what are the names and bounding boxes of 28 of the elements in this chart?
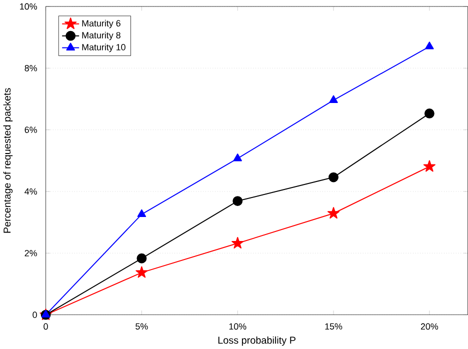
y-tick-label: 10% — [20, 3, 37, 10]
point — [232, 236, 244, 248]
point — [136, 266, 148, 278]
y-axis-title: Percentage of requested packets — [3, 88, 13, 233]
point — [136, 253, 147, 264]
legend-label: Maturity 6 — [82, 20, 120, 28]
y-tick-label: 4% — [24, 188, 37, 195]
y-tick-label: 6% — [24, 126, 37, 133]
x-tick-label: 0 — [44, 323, 48, 330]
x-axis-title: Loss probability P — [218, 336, 296, 346]
point — [329, 95, 338, 103]
x-tick-label: 20% — [420, 323, 438, 330]
x-tick-label: 15% — [325, 323, 342, 330]
point — [328, 172, 338, 182]
point — [232, 196, 243, 206]
point — [327, 207, 340, 219]
y-tick-label: 0 — [32, 312, 37, 318]
legend-label: Maturity 8 — [82, 32, 120, 40]
legend-label: Maturity 10 — [82, 44, 126, 52]
x-tick-label: 5% — [136, 323, 148, 330]
point — [423, 160, 436, 172]
point — [137, 209, 146, 218]
point — [424, 108, 434, 118]
point — [425, 42, 434, 50]
y-tick-label: 2% — [24, 250, 37, 256]
x-tick-label: 10% — [229, 323, 246, 330]
point — [233, 154, 242, 162]
y-tick-label: 8% — [24, 64, 37, 72]
